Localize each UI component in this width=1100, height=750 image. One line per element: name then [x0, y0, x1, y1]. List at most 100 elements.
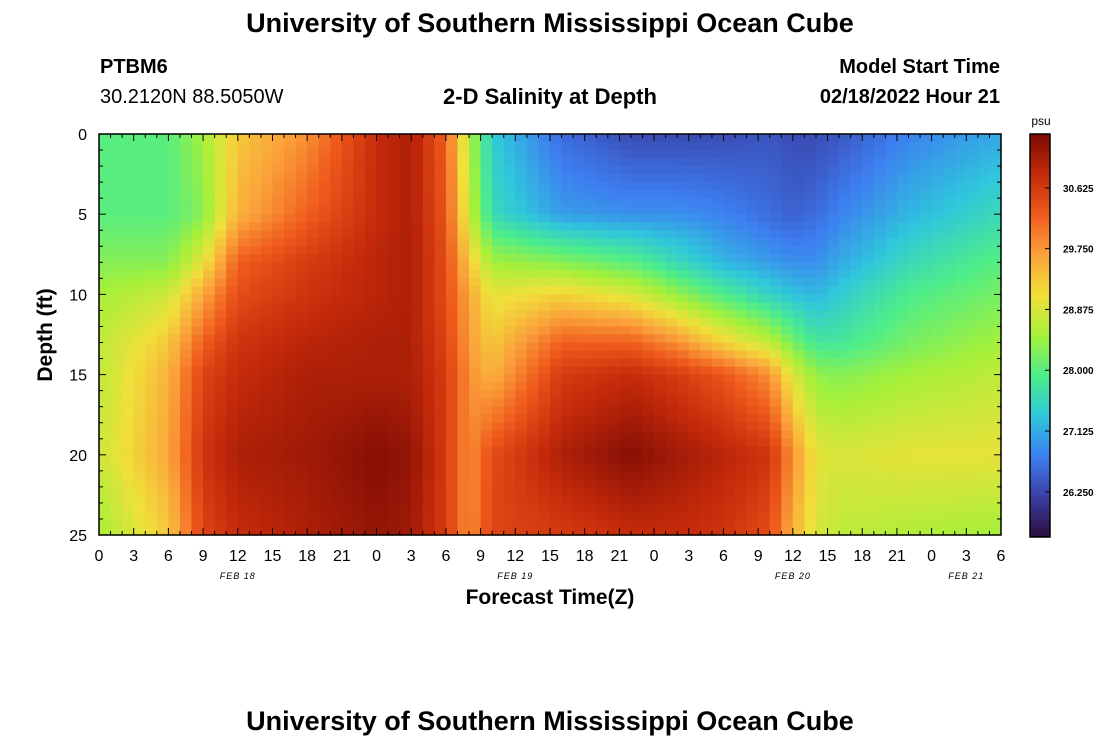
heatmap-cell	[815, 222, 829, 231]
heatmap-cell	[260, 286, 274, 295]
heatmap-cell	[133, 262, 146, 271]
heatmap-cell	[480, 526, 493, 536]
heatmap-cell	[191, 358, 204, 368]
heatmap-cell	[561, 158, 574, 167]
heatmap-cell	[515, 230, 528, 239]
heatmap-cell	[596, 366, 609, 376]
heatmap-cell	[226, 446, 239, 456]
heatmap-cell	[746, 342, 759, 352]
heatmap-cell	[434, 470, 447, 480]
heatmap-cell	[99, 470, 112, 480]
heatmap-cell	[457, 190, 470, 199]
heatmap-cell	[596, 278, 609, 287]
heatmap-cell	[700, 454, 713, 464]
heatmap-cell	[364, 374, 378, 384]
heatmap-cell	[179, 510, 193, 520]
heatmap-cell	[700, 414, 713, 424]
heatmap-cell	[677, 286, 690, 295]
heatmap-cell	[642, 142, 655, 151]
heatmap-cell	[630, 294, 644, 304]
heatmap-cell	[815, 462, 829, 472]
heatmap-cell	[723, 478, 736, 488]
heatmap-cell	[700, 510, 713, 520]
heatmap-cell	[804, 518, 817, 528]
heatmap-cell	[99, 382, 112, 392]
heatmap-cell	[330, 318, 343, 328]
heatmap-cell	[781, 166, 794, 175]
heatmap-cell	[735, 446, 748, 456]
heatmap-cell	[862, 310, 875, 320]
heatmap-cell	[179, 494, 193, 504]
heatmap-cell	[260, 494, 274, 504]
heatmap-cell	[284, 494, 297, 504]
heatmap-cell	[954, 158, 967, 167]
heatmap-cell	[920, 222, 933, 231]
heatmap-cell	[654, 174, 667, 183]
heatmap-cell	[526, 390, 540, 400]
heatmap-cell	[630, 342, 644, 352]
heatmap-cell	[630, 206, 644, 215]
heatmap-cell	[711, 494, 725, 504]
heatmap-cell	[550, 214, 563, 223]
heatmap-cell	[584, 414, 597, 424]
heatmap-cell	[769, 142, 782, 151]
heatmap-cell	[873, 334, 886, 344]
heatmap-cell	[908, 486, 921, 496]
heatmap-cell	[156, 190, 169, 199]
heatmap-cell	[920, 174, 933, 183]
heatmap-cell	[746, 158, 759, 167]
heatmap-cell	[133, 366, 146, 376]
heatmap-cell	[654, 158, 667, 167]
heatmap-cell	[515, 294, 528, 304]
heatmap-cell	[133, 286, 146, 295]
heatmap-cell	[237, 462, 250, 472]
heatmap-cell	[503, 198, 516, 207]
heatmap-cell	[977, 318, 991, 328]
heatmap-cell	[815, 478, 829, 488]
heatmap-cell	[133, 206, 146, 215]
heatmap-cell	[735, 510, 748, 520]
heatmap-cell	[515, 414, 528, 424]
heatmap-cell	[295, 374, 308, 384]
heatmap-cell	[908, 318, 921, 328]
heatmap-cell	[561, 494, 574, 504]
heatmap-cell	[989, 302, 1002, 312]
heatmap-cell	[99, 406, 112, 416]
heatmap-cell	[260, 518, 274, 528]
heatmap-cell	[561, 510, 574, 520]
heatmap-cell	[677, 382, 690, 392]
heatmap-cell	[237, 510, 250, 520]
heatmap-cell	[260, 342, 274, 352]
heatmap-cell	[341, 510, 355, 520]
heatmap-cell	[133, 302, 146, 312]
heatmap-cell	[214, 318, 227, 328]
heatmap-cell	[746, 174, 759, 183]
heatmap-cell	[977, 182, 991, 191]
heatmap-cell	[954, 326, 967, 336]
heatmap-cell	[896, 174, 910, 183]
heatmap-cell	[364, 478, 378, 488]
heatmap-cell	[457, 278, 470, 287]
heatmap-cell	[688, 438, 701, 448]
heatmap-cell	[688, 454, 701, 464]
heatmap-cell	[249, 406, 262, 416]
heatmap-cell	[376, 254, 389, 263]
heatmap-cell	[850, 526, 863, 536]
heatmap-cell	[318, 134, 331, 143]
heatmap-cell	[665, 494, 678, 504]
heatmap-cell	[769, 238, 782, 247]
heatmap-cell	[596, 462, 609, 472]
heatmap-cell	[469, 406, 482, 416]
heatmap-cell	[434, 190, 447, 199]
heatmap-cell	[723, 462, 736, 472]
heatmap-cell	[284, 406, 297, 416]
heatmap-cell	[249, 518, 262, 528]
heatmap-cell	[665, 342, 678, 352]
heatmap-cell	[862, 366, 875, 376]
heatmap-cell	[145, 182, 158, 191]
heatmap-cell	[122, 270, 135, 279]
heatmap-cell	[607, 390, 620, 400]
heatmap-cell	[665, 350, 678, 360]
heatmap-cell	[885, 158, 898, 167]
heatmap-cell	[295, 414, 308, 424]
